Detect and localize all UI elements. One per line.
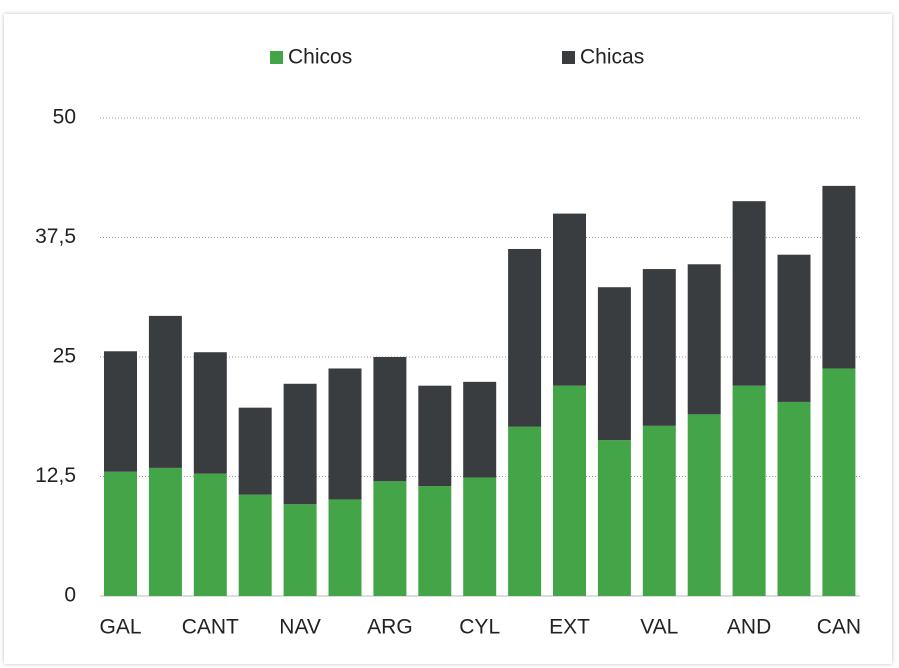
- y-tick-label: 0: [64, 584, 76, 607]
- bar: [508, 426, 542, 596]
- bar: [283, 504, 317, 596]
- x-tick-label: VAL: [640, 616, 678, 639]
- bar: [777, 401, 811, 596]
- bar: [642, 425, 676, 596]
- legend-label: Chicas: [580, 46, 644, 69]
- bar: [193, 352, 227, 474]
- bar: [597, 440, 631, 596]
- x-tick-label: CYL: [459, 616, 500, 639]
- bar: [463, 381, 497, 478]
- bar: [104, 471, 137, 596]
- bar: [597, 287, 631, 441]
- bar: [687, 414, 721, 596]
- bar: [777, 254, 811, 402]
- bar: [373, 357, 407, 482]
- x-tick-label: CANT: [182, 616, 239, 639]
- bar: [328, 368, 362, 500]
- bar: [148, 315, 182, 468]
- bar: [508, 248, 542, 427]
- legend-swatch: [562, 51, 575, 64]
- bar: [822, 185, 856, 369]
- y-tick-label: 50: [53, 106, 76, 129]
- bar: [687, 264, 721, 415]
- bar: [418, 385, 452, 487]
- y-tick-label: 37,5: [35, 225, 76, 248]
- y-tick-label: 12,5: [35, 464, 76, 487]
- x-tick-label: NAV: [279, 616, 321, 639]
- bar: [822, 368, 856, 596]
- x-tick-label: EXT: [549, 616, 590, 639]
- x-tick-label: GAL: [99, 616, 141, 639]
- bar: [642, 269, 676, 426]
- bar: [418, 486, 452, 596]
- y-tick-label: 25: [53, 345, 76, 368]
- legend-label: Chicos: [288, 46, 352, 69]
- bar: [463, 477, 497, 596]
- bar: [553, 385, 586, 596]
- bar: [238, 494, 272, 596]
- bar: [193, 473, 227, 596]
- bar: [283, 383, 317, 505]
- x-tick-label: AND: [727, 616, 771, 639]
- bar: [732, 201, 766, 386]
- x-tick-label: ARG: [367, 616, 413, 639]
- bar: [732, 385, 766, 596]
- bar: [553, 213, 586, 386]
- bar: [328, 499, 362, 596]
- bar: [238, 407, 272, 495]
- bar: [373, 481, 407, 596]
- legend-swatch: [270, 51, 283, 64]
- bar: [148, 467, 182, 596]
- bar: [104, 351, 137, 472]
- x-tick-label: CAN: [817, 616, 861, 639]
